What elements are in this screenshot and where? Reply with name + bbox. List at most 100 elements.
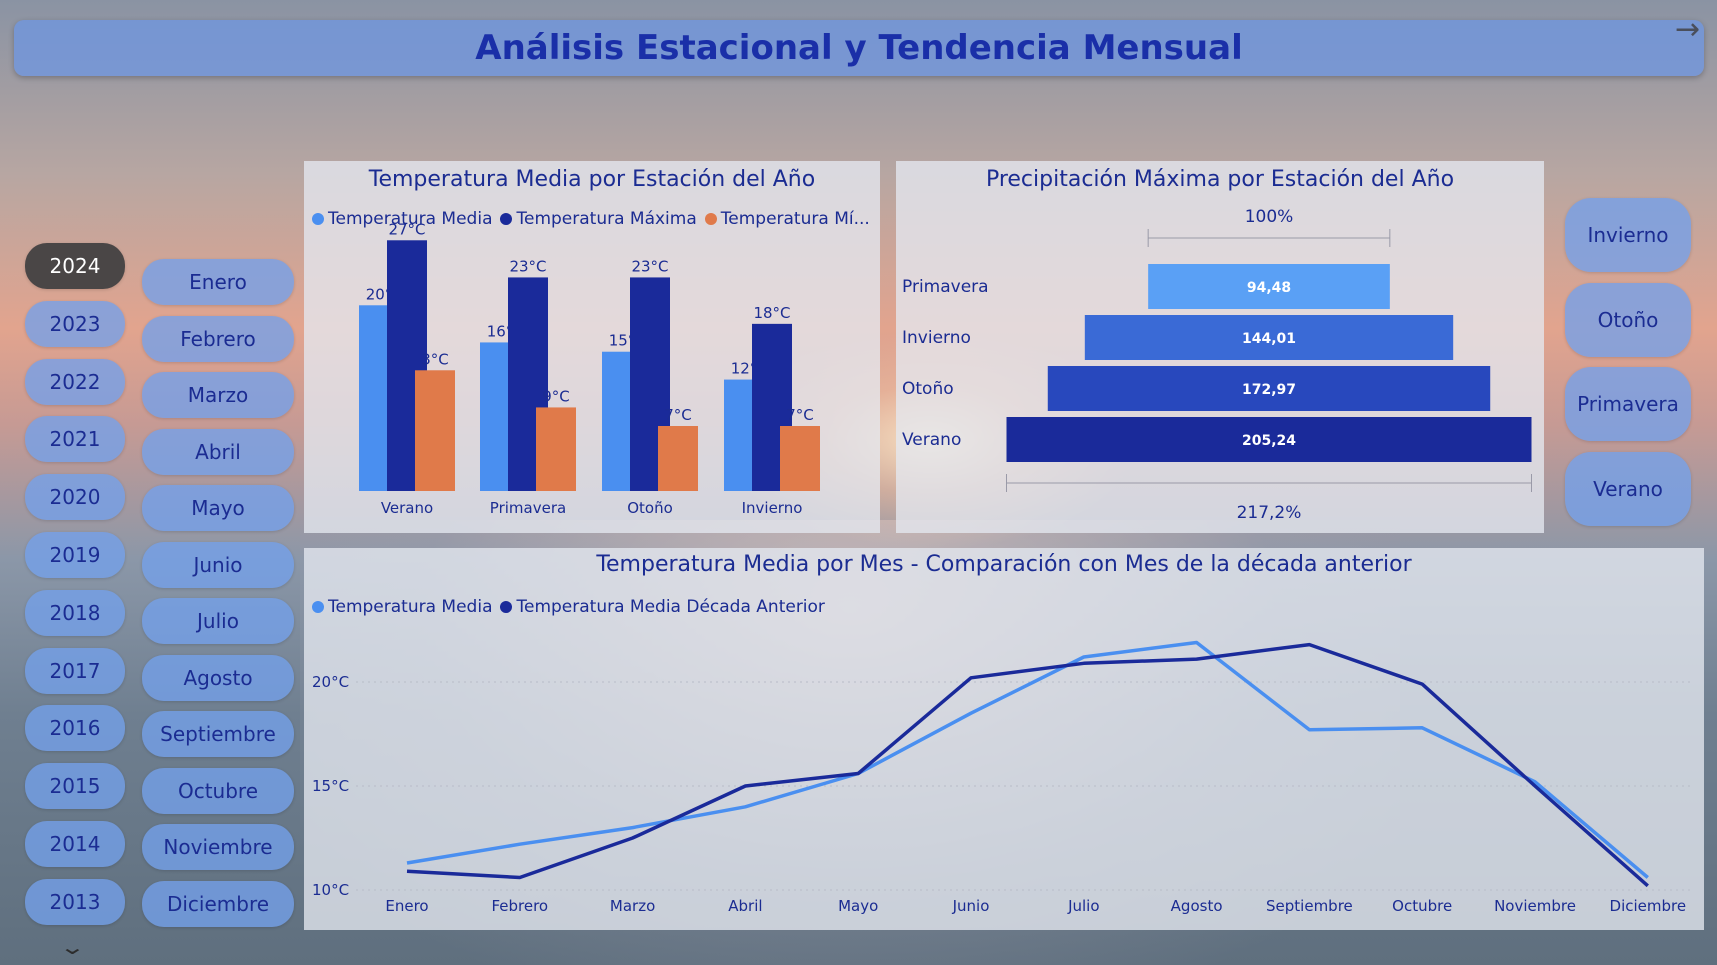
legend-item-maxima[interactable]: Temperatura Máxima	[500, 209, 697, 229]
year-button-2013[interactable]: 2013	[25, 878, 125, 925]
funnel-value-label: 144,01	[1242, 331, 1296, 347]
month-button-noviembre[interactable]: Noviembre	[142, 824, 294, 870]
funnel-category-label: Verano	[902, 430, 961, 450]
bar-verano-2	[415, 370, 455, 491]
bar-value-label: 27°C	[388, 220, 425, 238]
chevron-down-icon[interactable]: ⌄	[58, 935, 86, 959]
funnel-category-label: Primavera	[902, 277, 989, 297]
temp-season-panel: Temperatura Media por Estación del Año T…	[304, 161, 880, 533]
x-tick-label: Noviembre	[1494, 897, 1576, 915]
legend-item-media[interactable]: Temperatura Media	[312, 597, 492, 617]
funnel-bar-verano	[1006, 417, 1532, 462]
month-button-marzo[interactable]: Marzo	[142, 372, 294, 418]
season-button-invierno[interactable]: Invierno	[1565, 198, 1691, 272]
bar-value-label: 20°	[366, 285, 393, 303]
legend-label: Temperatura Mí...	[720, 209, 870, 229]
legend-item-minima[interactable]: Temperatura Mí...	[704, 209, 870, 229]
year-button-2014[interactable]: 2014	[25, 821, 125, 867]
year-button-2018[interactable]: 2018	[25, 589, 125, 636]
month-button-julio[interactable]: Julio	[142, 598, 294, 644]
bar-value-label: 9°C	[542, 387, 570, 405]
y-tick-label: 20°C	[312, 673, 349, 691]
legend-label: Temperatura Media	[328, 209, 493, 229]
season-button-primavera[interactable]: Primavera	[1565, 367, 1691, 441]
month-button-junio[interactable]: Junio	[142, 541, 294, 588]
x-tick-label: Mayo	[838, 897, 878, 915]
temp-month-chart: 10°C 15°C 20°C Enero Febrero Marzo Abril Mayo Ju…	[312, 640, 1694, 915]
year-button-2015[interactable]: 2015	[25, 763, 125, 810]
legend-label: Temperatura Máxima	[516, 209, 697, 229]
x-tick-label: Septiembre	[1266, 897, 1353, 915]
funnel-value-label: 205,24	[1242, 433, 1296, 449]
year-button-2023[interactable]: 2023	[25, 300, 125, 347]
year-button-2022[interactable]: 2022	[25, 358, 125, 405]
legend-item-media[interactable]: Temperatura Media	[312, 209, 492, 229]
precip-season-title: Precipitación Máxima por Estación del Añ…	[985, 167, 1455, 192]
category-label: Invierno	[742, 499, 803, 517]
category-label: Otoño	[627, 499, 673, 517]
x-tick-label: Febrero	[491, 897, 548, 915]
x-tick-label: Diciembre	[1610, 897, 1687, 915]
bar-value-label: 3°C	[421, 350, 449, 368]
funnel-bar-otoño	[1047, 366, 1491, 411]
month-button-septiembre[interactable]: Septiembre	[142, 711, 294, 757]
temp-season-chart: 20° 27°C 3°C Verano 16° 23°C 9°C Primavera 15° 23…	[359, 220, 820, 517]
series-line-0	[406, 640, 1649, 879]
funnel-value-label: 94,48	[1247, 280, 1291, 296]
top-bracket	[1147, 229, 1391, 247]
bottom-percent-label: 217,2%	[1237, 503, 1302, 523]
temp-season-legend: Temperatura Media Temperatura Máxima Tem…	[312, 209, 870, 229]
x-tick-label: Agosto	[1171, 897, 1223, 915]
category-label: Verano	[381, 499, 433, 517]
bar-value-label: 23°C	[631, 257, 668, 275]
year-button-2017[interactable]: 2017	[25, 647, 125, 694]
temp-season-title: Temperatura Media por Estación del Año	[368, 167, 816, 192]
x-tick-label: Enero	[385, 897, 428, 915]
x-tick-label: Junio	[952, 897, 990, 915]
season-button-otoño[interactable]: Otoño	[1565, 282, 1691, 357]
bar-value-label: 12°	[731, 360, 758, 378]
bar-value-label: 16°	[487, 322, 514, 340]
legend-label: Temperatura Media Década Anterior	[516, 597, 825, 617]
month-button-diciembre[interactable]: Diciembre	[142, 880, 294, 927]
x-tick-label: Marzo	[610, 897, 655, 915]
top-percent-label: 100%	[1245, 207, 1294, 227]
precip-season-chart: 100% 94,48 Primavera 144,01 Invierno 172,97 Ot…	[902, 207, 1532, 523]
funnel-bar-primavera	[1148, 264, 1390, 309]
legend-item-decada[interactable]: Temperatura Media Década Anterior	[500, 597, 825, 617]
funnel-category-label: Invierno	[902, 328, 971, 348]
bar-value-label: 7°C	[664, 406, 692, 424]
legend-label: Temperatura Media	[328, 597, 493, 617]
year-button-2021[interactable]: 2021	[25, 416, 125, 463]
month-button-octubre[interactable]: Octubre	[142, 767, 294, 814]
year-button-2020[interactable]: 2020	[25, 474, 125, 521]
y-tick-label: 15°C	[312, 777, 349, 795]
month-button-abril[interactable]: Abril	[142, 428, 294, 475]
series-line-1	[406, 642, 1649, 888]
year-button-2016[interactable]: 2016	[25, 705, 125, 752]
x-tick-label: Julio	[1067, 897, 1099, 915]
bar-value-label: 15°	[609, 332, 636, 350]
bar-value-label: 18°C	[753, 304, 790, 322]
x-tick-label: Abril	[728, 897, 762, 915]
precip-season-panel: Precipitación Máxima por Estación del Añ…	[896, 161, 1544, 533]
temp-month-legend: Temperatura Media Temperatura Media Déca…	[312, 597, 825, 617]
month-button-enero[interactable]: Enero	[142, 259, 294, 305]
x-tick-label: Octubre	[1392, 897, 1452, 915]
month-button-agosto[interactable]: Agosto	[142, 654, 294, 701]
funnel-value-label: 172,97	[1242, 382, 1296, 398]
month-button-febrero[interactable]: Febrero	[142, 315, 294, 362]
bar-otoño-2	[658, 426, 698, 491]
funnel-bar-invierno	[1084, 315, 1454, 360]
y-tick-label: 10°C	[312, 881, 349, 899]
month-button-mayo[interactable]: Mayo	[142, 485, 294, 531]
temp-month-title: Temperatura Media por Mes - Comparación …	[596, 552, 1412, 577]
season-button-verano[interactable]: Verano	[1565, 451, 1691, 526]
bar-primavera-2	[536, 407, 576, 491]
year-button-2024[interactable]: 2024	[25, 243, 125, 289]
back-arrow-icon[interactable]: →	[1675, 12, 1701, 47]
bar-invierno-2	[780, 426, 820, 491]
bar-value-label: 23°C	[509, 257, 546, 275]
year-button-2019[interactable]: 2019	[25, 532, 125, 578]
temp-month-panel: Temperatura Media por Mes - Comparación …	[304, 548, 1704, 930]
